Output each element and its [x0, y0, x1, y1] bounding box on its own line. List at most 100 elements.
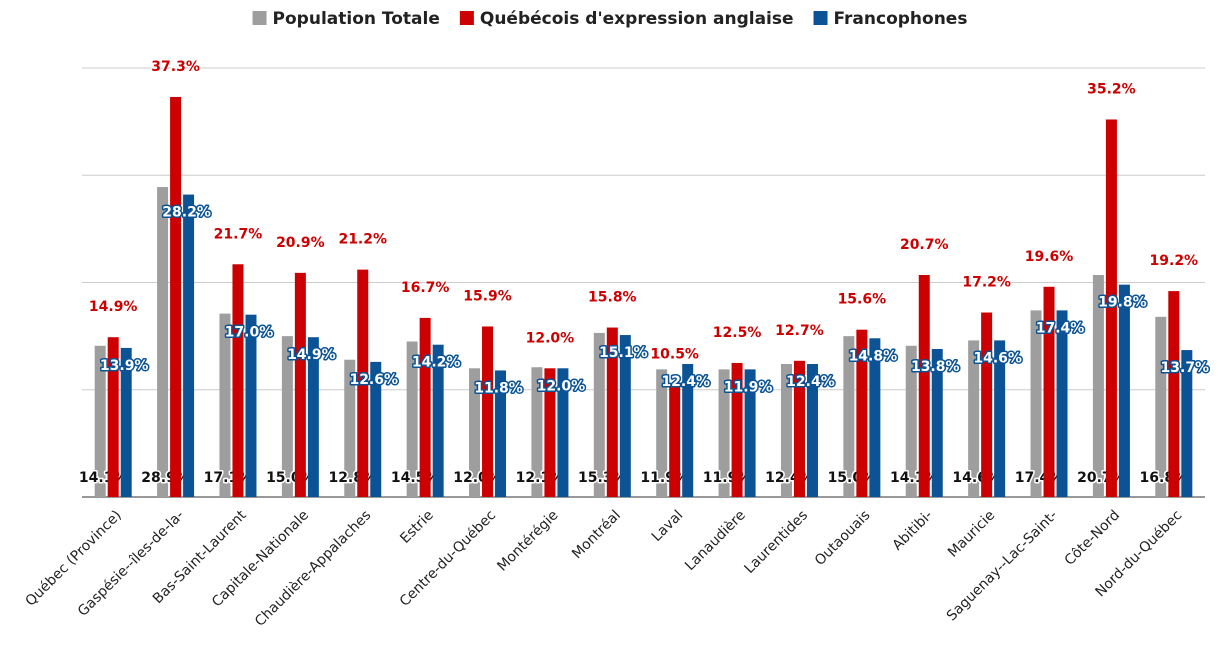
bar	[294, 272, 306, 497]
legend-label: Francophones	[834, 9, 968, 29]
bar	[731, 362, 743, 497]
value-label: 19.6%	[1025, 249, 1074, 265]
value-label: 12.0%	[526, 330, 575, 346]
value-label: 12.0%	[537, 378, 586, 394]
value-label: 14.1%	[79, 470, 128, 486]
bar	[1155, 316, 1167, 497]
x-tick-label: Lanaudière	[682, 507, 749, 574]
value-label: 28.2%	[162, 205, 211, 221]
value-label: 12.4%	[765, 470, 814, 486]
value-label: 15.6%	[838, 292, 887, 308]
value-label: 15.9%	[463, 288, 512, 304]
bar	[806, 364, 818, 497]
bar	[1043, 286, 1055, 497]
value-label: 14.9%	[89, 299, 138, 315]
bar	[120, 347, 132, 497]
x-tick-label: Abitibi-	[890, 507, 936, 553]
bar	[669, 384, 681, 497]
bar	[682, 364, 694, 497]
value-label: 12.8%	[328, 470, 377, 486]
legend-label: Population Totale	[273, 9, 440, 29]
value-label: 11.8%	[474, 380, 523, 396]
value-label: 15.1%	[599, 345, 648, 361]
bar	[606, 327, 618, 497]
value-label: 37.3%	[151, 59, 200, 75]
bar	[856, 329, 868, 497]
bar	[482, 326, 494, 497]
bar	[744, 369, 756, 497]
bar	[357, 269, 369, 497]
bar	[432, 344, 444, 497]
bar	[94, 345, 106, 497]
bar	[531, 367, 543, 497]
bar	[918, 274, 930, 497]
bar	[1168, 291, 1180, 497]
value-label: 21.7%	[214, 226, 263, 242]
bar	[1092, 274, 1104, 497]
bar	[107, 337, 119, 497]
value-label: 13.9%	[100, 358, 149, 374]
bar	[593, 332, 605, 497]
x-tick-label: Outaouais	[812, 507, 874, 569]
legend-label: Québécois d'expression anglaise	[480, 9, 794, 29]
bar	[718, 369, 730, 497]
value-label: 17.4%	[1015, 470, 1064, 486]
legend-swatch	[252, 11, 267, 25]
value-label: 17.4%	[1036, 320, 1085, 336]
bar	[619, 335, 631, 497]
bar	[1118, 284, 1130, 497]
bar	[370, 361, 382, 497]
value-label: 12.5%	[713, 325, 762, 341]
value-label: 16.8%	[1140, 470, 1189, 486]
bar	[1056, 310, 1068, 497]
value-label: 15.8%	[588, 290, 637, 306]
bar	[981, 312, 993, 497]
bar	[557, 368, 569, 497]
x-tick-label: Mauricie	[945, 507, 998, 560]
x-tick-label: Estrie	[397, 507, 437, 547]
value-label: 14.1%	[890, 470, 939, 486]
x-tick-label: Saguenay--Lac-Saint-	[944, 507, 1061, 624]
value-label: 10.5%	[650, 346, 699, 362]
bar	[406, 341, 418, 497]
bar	[281, 336, 293, 497]
bar	[780, 364, 792, 497]
bar	[931, 348, 943, 497]
value-label: 15.3%	[578, 470, 627, 486]
x-tick-label: Laval	[649, 507, 687, 545]
value-label: 17.1%	[204, 470, 253, 486]
bar	[183, 194, 195, 497]
value-label: 14.9%	[287, 347, 336, 363]
bar	[307, 337, 319, 497]
value-label: 12.6%	[349, 372, 398, 388]
bar	[843, 336, 855, 497]
value-label: 12.7%	[775, 323, 824, 339]
bar	[170, 96, 182, 498]
value-label: 11.9%	[640, 470, 689, 486]
value-label: 16.7%	[401, 280, 450, 296]
value-label: 12.4%	[661, 374, 710, 390]
bar	[793, 360, 805, 497]
bar	[469, 368, 481, 497]
value-label: 14.5%	[391, 470, 440, 486]
value-label: 12.1%	[516, 470, 565, 486]
value-label: 19.8%	[1098, 295, 1147, 311]
value-label: 19.2%	[1150, 253, 1199, 269]
bar	[968, 340, 980, 497]
bar	[544, 368, 556, 497]
x-tick-label: Montréal	[569, 507, 624, 562]
value-label: 14.6%	[952, 470, 1001, 486]
bar	[1181, 350, 1193, 497]
legend-swatch	[813, 11, 828, 25]
legend-swatch	[459, 11, 474, 25]
x-tick-label: Laurentides	[742, 507, 812, 577]
value-label: 15.0%	[828, 470, 877, 486]
bar	[344, 359, 356, 497]
value-label: 21.2%	[338, 232, 387, 248]
bar	[245, 314, 257, 497]
bar	[495, 370, 507, 497]
x-tick-label: Gaspésie--îles-de-la-	[75, 507, 187, 619]
value-label: 20.7%	[1077, 470, 1126, 486]
value-label: 15.0%	[266, 470, 315, 486]
